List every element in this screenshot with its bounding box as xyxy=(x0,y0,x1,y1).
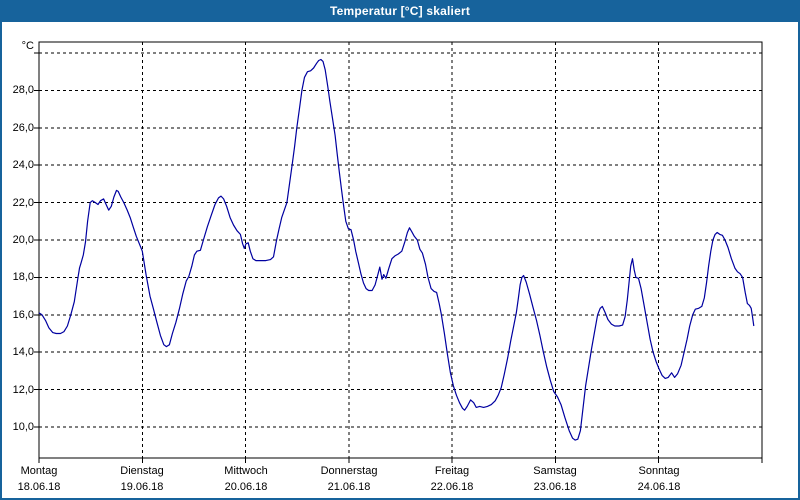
window-titlebar: Temperatur [°C] skaliert xyxy=(0,0,800,22)
y-tick-label: 22,0 xyxy=(12,197,34,209)
day-date-label: 22.06.18 xyxy=(430,481,474,493)
y-tick-label: 10,0 xyxy=(12,421,34,433)
temperature-series-line xyxy=(38,58,755,441)
day-name-label: Mittwoch xyxy=(224,465,268,477)
day-name-label: Dienstag xyxy=(120,465,164,477)
day-date-label: 20.06.18 xyxy=(224,481,268,493)
y-tick-label: 28,0 xyxy=(12,84,34,96)
day-date-label: 18.06.18 xyxy=(17,481,61,493)
y-tick-label: 20,0 xyxy=(12,234,34,246)
window-title: Temperatur [°C] skaliert xyxy=(329,4,471,18)
y-tick-label: 16,0 xyxy=(12,309,34,321)
y-axis-unit-label: °C xyxy=(21,40,34,52)
day-date-label: 21.06.18 xyxy=(327,481,371,493)
day-name-label: Freitag xyxy=(434,465,470,477)
day-date-label: 24.06.18 xyxy=(637,481,681,493)
y-tick-label: 14,0 xyxy=(12,346,34,358)
y-tick-label: 24,0 xyxy=(12,159,34,171)
y-tick-label: 18,0 xyxy=(12,271,34,283)
day-name-label: Donnerstag xyxy=(320,465,378,477)
day-name-label: Montag xyxy=(20,465,58,477)
day-date-label: 19.06.18 xyxy=(120,481,164,493)
y-tick-label: 26,0 xyxy=(12,122,34,134)
day-date-label: 23.06.18 xyxy=(533,481,577,493)
y-tick-label: 12,0 xyxy=(12,384,34,396)
day-name-label: Sonntag xyxy=(638,465,680,477)
day-name-label: Samstag xyxy=(533,465,577,477)
plot-border xyxy=(38,41,763,459)
